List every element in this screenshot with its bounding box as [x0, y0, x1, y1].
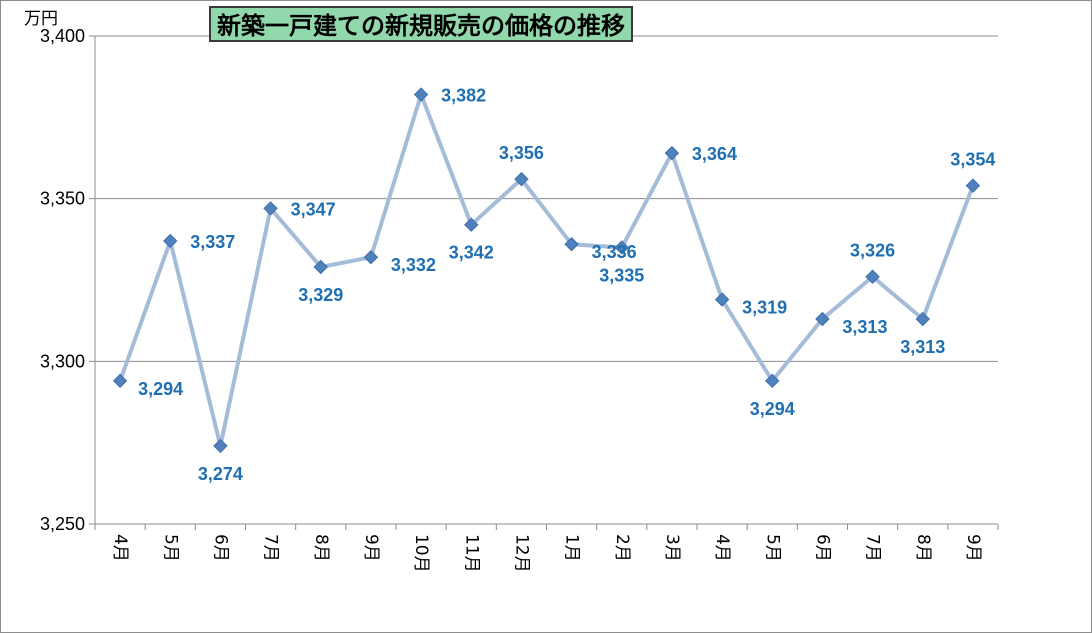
data-point — [413, 87, 429, 102]
data-label: 3,356 — [499, 143, 544, 163]
data-point — [112, 373, 128, 389]
x-tick-label: 7月 — [261, 534, 281, 562]
x-tick-label: 5月 — [762, 534, 782, 562]
x-tick-label: 2月 — [612, 534, 632, 562]
data-point — [313, 259, 328, 275]
x-tick-label: 4月 — [110, 534, 130, 562]
x-tick-label: 9月 — [361, 534, 381, 562]
data-point — [564, 237, 579, 252]
data-label: 3,347 — [291, 199, 336, 219]
data-label: 3,342 — [449, 243, 494, 263]
y-tick-label: 3,300 — [40, 351, 85, 371]
y-tick-label: 3,400 — [40, 26, 85, 46]
chart-title: 新築一戸建ての新規販売の価格の推移 — [209, 6, 633, 42]
x-tick-label: 5月 — [160, 534, 180, 562]
y-tick-label: 3,350 — [40, 189, 85, 209]
data-point — [765, 373, 780, 389]
data-point — [163, 233, 178, 249]
data-label: 3,332 — [391, 255, 436, 275]
data-label: 3,319 — [742, 298, 787, 318]
data-label: 3,313 — [842, 317, 887, 337]
x-tick-labels: 4月 5月 6月 7月 8月 9月 10月 11月 12月 1月 2月 3月 4月 5月 6月 7月 8月 9月 — [110, 534, 983, 573]
data-label: 3,382 — [441, 86, 486, 106]
y-axis-unit-label: 万円 — [24, 9, 58, 29]
data-label: 3,337 — [190, 232, 235, 252]
x-tick-label: 1月 — [562, 534, 582, 562]
x-tick-label: 4月 — [712, 534, 732, 562]
data-label: 3,364 — [692, 144, 737, 164]
x-tick-label: 6月 — [812, 534, 832, 562]
x-tick-label: 9月 — [963, 534, 983, 562]
x-tick-label: 3月 — [662, 534, 682, 562]
data-point — [664, 145, 680, 161]
data-point — [865, 269, 880, 284]
data-point — [714, 292, 730, 307]
x-tick-label: 8月 — [311, 534, 331, 562]
data-label: 3,294 — [138, 379, 183, 399]
data-label: 3,329 — [298, 285, 343, 305]
data-point — [514, 171, 529, 187]
y-tick-labels: 3,250 3,300 3,350 3,400 — [40, 26, 85, 534]
data-label: 3,354 — [950, 150, 995, 170]
data-label: 3,294 — [750, 399, 795, 419]
data-point — [965, 178, 981, 193]
x-tick-label: 12月 — [511, 534, 531, 573]
x-tick-label: 6月 — [210, 534, 230, 562]
data-label: 3,326 — [850, 241, 895, 261]
series-line — [118, 92, 975, 448]
data-label: 3,335 — [599, 265, 644, 285]
data-point — [213, 438, 228, 454]
y-tick-label: 3,250 — [40, 514, 85, 534]
data-labels: 3,294 3,337 3,274 3,347 3,329 3,332 3,382 3,342… — [138, 86, 995, 484]
data-point — [815, 311, 830, 327]
x-tick-label: 11月 — [461, 534, 481, 573]
data-label: 3,336 — [592, 242, 637, 262]
x-tick-label: 10月 — [411, 534, 431, 573]
x-tick-label: 8月 — [913, 534, 933, 562]
data-point — [614, 240, 629, 255]
data-point — [915, 311, 930, 327]
data-point — [363, 250, 379, 265]
data-label: 3,313 — [900, 337, 945, 357]
data-point — [464, 217, 479, 232]
gridlines — [95, 35, 998, 362]
data-point — [263, 201, 278, 216]
series-price — [112, 87, 981, 454]
data-label: 3,274 — [198, 464, 243, 484]
axes — [89, 35, 999, 530]
x-tick-label: 7月 — [863, 534, 883, 562]
